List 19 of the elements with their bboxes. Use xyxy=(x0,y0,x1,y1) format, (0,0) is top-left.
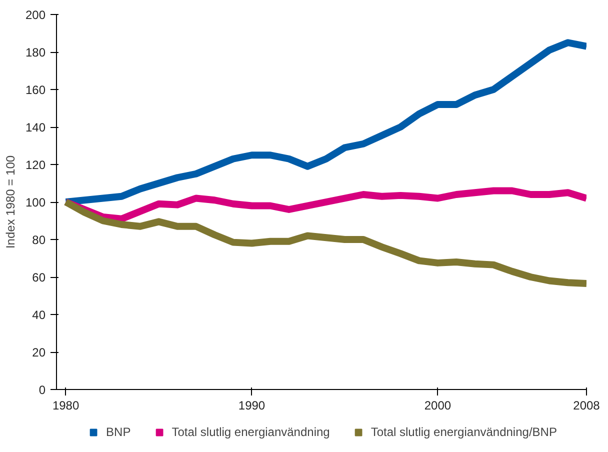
y-tick-label: 180 xyxy=(25,46,46,60)
y-axis-title: Index 1980 = 100 xyxy=(3,155,18,249)
x-tick-label: 1980 xyxy=(52,398,80,412)
y-tick-label: 60 xyxy=(32,270,46,284)
legend-label: Total slutlig energianvändning xyxy=(172,425,330,439)
y-tick-label: 40 xyxy=(32,308,46,322)
x-tick-label: 2000 xyxy=(424,398,452,412)
x-tick-label: 2008 xyxy=(573,398,600,412)
y-tick-label: 100 xyxy=(25,196,46,210)
legend-label: Total slutlig energianvändning/BNP xyxy=(370,425,557,439)
y-tick-label: 200 xyxy=(25,8,46,22)
y-tick-label: 80 xyxy=(32,233,46,247)
x-tick-label: 1990 xyxy=(238,398,266,412)
y-tick-label: 0 xyxy=(38,383,46,397)
y-tick-label: 140 xyxy=(25,120,46,134)
y-tick-label: 20 xyxy=(32,346,46,360)
y-tick-label: 160 xyxy=(25,83,46,97)
legend-label: BNP xyxy=(106,425,131,439)
y-tick-label: 120 xyxy=(25,158,46,172)
